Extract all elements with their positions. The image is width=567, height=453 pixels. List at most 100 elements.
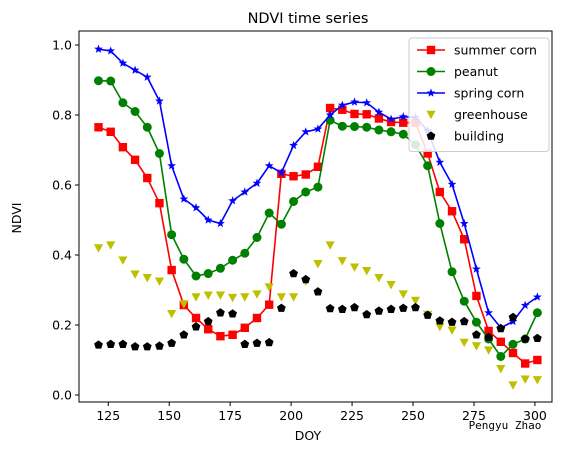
data-point-greenhouse bbox=[374, 273, 384, 283]
data-point-summer-corn bbox=[228, 330, 237, 339]
x-tick-label: 300 bbox=[523, 408, 547, 423]
plot-area bbox=[93, 44, 542, 390]
data-point-peanut bbox=[447, 267, 457, 277]
data-point-summer-corn bbox=[325, 103, 335, 113]
data-point-spring-corn bbox=[374, 107, 384, 116]
legend-marker bbox=[426, 67, 436, 76]
data-point-spring-corn bbox=[276, 168, 286, 177]
data-point-spring-corn bbox=[472, 264, 481, 273]
data-point-peanut bbox=[313, 182, 323, 192]
legend-marker bbox=[426, 110, 436, 120]
data-point-building bbox=[301, 274, 311, 284]
data-point-summer-corn bbox=[118, 143, 128, 152]
x-tick-label: 200 bbox=[279, 408, 303, 423]
data-point-greenhouse bbox=[130, 270, 140, 279]
data-point-summer-corn bbox=[374, 114, 384, 123]
data-point-peanut bbox=[276, 219, 286, 229]
data-point-building bbox=[386, 304, 396, 313]
legend-label: building bbox=[454, 129, 504, 144]
data-point-summer-corn bbox=[94, 123, 103, 132]
data-point-greenhouse bbox=[106, 241, 116, 250]
data-point-greenhouse bbox=[386, 280, 396, 290]
data-point-summer-corn bbox=[264, 300, 274, 309]
y-tick-label: 0.0 bbox=[52, 388, 72, 403]
data-point-peanut bbox=[264, 208, 274, 218]
data-point-spring-corn bbox=[313, 124, 323, 133]
data-point-summer-corn bbox=[484, 326, 493, 336]
data-point-greenhouse bbox=[252, 290, 262, 299]
data-point-spring-corn bbox=[398, 112, 408, 121]
data-point-greenhouse bbox=[410, 296, 421, 306]
data-point-summer-corn bbox=[130, 155, 140, 164]
x-tick-label: 150 bbox=[157, 408, 181, 423]
x-tick-label: 225 bbox=[340, 408, 364, 423]
legend-marker bbox=[426, 45, 436, 55]
data-point-peanut bbox=[374, 125, 384, 135]
legend-box bbox=[408, 37, 550, 152]
data-point-spring-corn bbox=[179, 194, 189, 203]
data-point-greenhouse bbox=[203, 291, 213, 300]
data-point-spring-corn bbox=[520, 300, 530, 310]
data-point-peanut bbox=[508, 339, 518, 349]
data-point-summer-corn bbox=[533, 355, 542, 365]
data-point-greenhouse bbox=[228, 293, 238, 303]
legend-label: greenhouse bbox=[454, 107, 528, 122]
data-point-spring-corn bbox=[252, 178, 262, 187]
data-point-summer-corn bbox=[350, 109, 359, 119]
data-point-building bbox=[508, 312, 518, 322]
legend-label: peanut bbox=[454, 64, 498, 79]
data-point-building bbox=[374, 306, 384, 315]
data-point-building bbox=[362, 309, 372, 319]
data-point-building bbox=[435, 316, 445, 325]
data-point-spring-corn bbox=[216, 218, 225, 228]
data-point-summer-corn bbox=[191, 313, 201, 323]
data-point-summer-corn bbox=[362, 110, 371, 119]
data-point-peanut bbox=[179, 254, 189, 264]
data-point-greenhouse bbox=[471, 342, 482, 351]
data-point-summer-corn bbox=[435, 187, 445, 197]
data-point-greenhouse bbox=[349, 263, 360, 272]
data-point-peanut bbox=[386, 127, 396, 137]
x-tick-label: 250 bbox=[401, 408, 425, 423]
data-point-building bbox=[203, 316, 213, 326]
data-point-greenhouse bbox=[288, 293, 299, 302]
data-point-building bbox=[350, 302, 359, 312]
y-tick-label: 1.0 bbox=[52, 38, 72, 53]
series-greenhouse bbox=[93, 241, 542, 390]
data-point-spring-corn bbox=[94, 44, 103, 53]
data-point-greenhouse bbox=[264, 283, 274, 292]
data-point-summer-corn bbox=[313, 162, 323, 171]
data-point-building bbox=[423, 310, 433, 319]
data-point-summer-corn bbox=[496, 337, 505, 346]
y-axis: 0.0 0.2 0.4 0.6 0.8 1.0 bbox=[52, 38, 79, 403]
data-point-building bbox=[276, 303, 286, 312]
data-point-building bbox=[484, 332, 493, 341]
data-point-peanut bbox=[350, 122, 360, 132]
data-point-greenhouse bbox=[215, 291, 226, 300]
legend-item-greenhouse: greenhouse bbox=[426, 107, 528, 122]
data-point-greenhouse bbox=[93, 244, 104, 253]
data-point-building bbox=[118, 339, 128, 348]
data-point-spring-corn bbox=[118, 58, 128, 67]
data-point-greenhouse bbox=[276, 293, 286, 302]
data-point-summer-corn bbox=[204, 325, 213, 334]
data-point-greenhouse bbox=[191, 293, 201, 302]
data-point-building bbox=[264, 337, 274, 347]
data-point-building bbox=[252, 338, 262, 347]
y-tick-label: 0.8 bbox=[52, 108, 72, 123]
data-point-building bbox=[496, 323, 506, 333]
data-point-peanut bbox=[423, 161, 433, 171]
data-point-peanut bbox=[459, 296, 469, 306]
data-point-spring-corn bbox=[459, 218, 469, 228]
legend-item-summer-corn: summer corn bbox=[417, 43, 537, 58]
data-point-building bbox=[472, 330, 481, 339]
y-tick-label: 0.4 bbox=[52, 248, 72, 263]
data-point-spring-corn bbox=[203, 215, 213, 224]
data-point-building bbox=[313, 287, 323, 296]
data-point-greenhouse bbox=[313, 259, 323, 269]
data-point-greenhouse bbox=[154, 277, 165, 286]
data-point-peanut bbox=[191, 271, 201, 281]
data-point-spring-corn bbox=[350, 97, 359, 106]
data-point-spring-corn bbox=[325, 110, 335, 119]
data-point-spring-corn bbox=[106, 46, 116, 55]
